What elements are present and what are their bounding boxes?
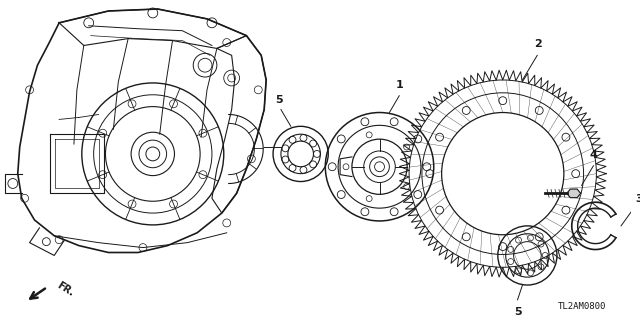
Text: 5: 5 (275, 95, 283, 105)
Text: TL2AM0800: TL2AM0800 (557, 302, 606, 311)
Text: 3: 3 (635, 194, 640, 204)
Text: 4: 4 (589, 150, 597, 160)
Text: 5: 5 (514, 307, 522, 317)
Text: 1: 1 (396, 80, 403, 90)
Text: FR.: FR. (55, 280, 76, 298)
Polygon shape (567, 189, 580, 198)
Text: 2: 2 (534, 39, 542, 49)
